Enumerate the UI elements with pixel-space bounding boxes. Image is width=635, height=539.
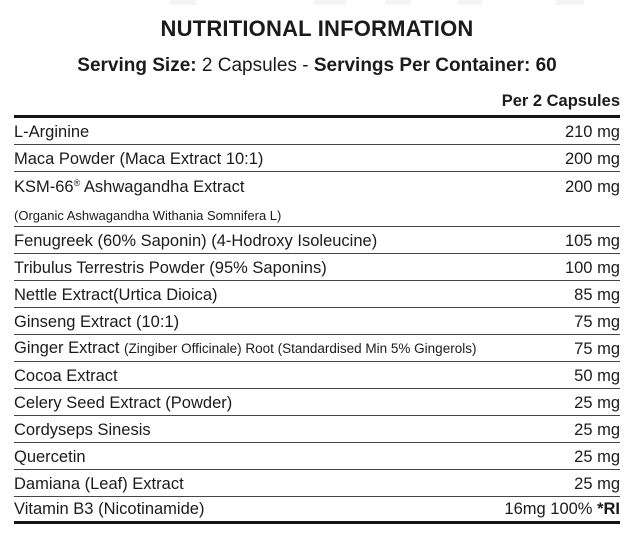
table-row: KSM-66® Ashwagandha Extract 200 mg — [14, 172, 620, 199]
table-row: Nettle Extract(Urtica Dioica) 85 mg — [14, 281, 620, 308]
table-subrow: (Organic Ashwagandha Withania Somnifera … — [14, 199, 620, 227]
ingredient-name: Tribulus Terrestris Powder (95% Saponins… — [14, 259, 327, 277]
table-row: Vitamin B3 (Nicotinamide) 16mg 100% *RI — [14, 497, 620, 524]
table-row: Ginseng Extract (10:1) 75 mg — [14, 308, 620, 335]
table-row: Fenugreek (60% Saponin) (4-Hodroxy Isole… — [14, 227, 620, 254]
ingredient-subtext: (Organic Ashwagandha Withania Somnifera … — [14, 208, 282, 223]
table-row: Damiana (Leaf) Extract 25 mg — [14, 470, 620, 497]
ingredient-name-detail: (Zingiber Officinale) Root (Standardised… — [124, 341, 477, 356]
serving-info: Serving Size: 2 Capsules - Servings Per … — [14, 54, 620, 78]
ingredient-amount: 25 mg — [574, 421, 620, 439]
table-row: Cordyseps Sinesis 25 mg — [14, 416, 620, 443]
ingredient-name: Celery Seed Extract (Powder) — [14, 394, 233, 412]
ingredient-name: Vitamin B3 (Nicotinamide) — [14, 500, 205, 518]
ingredient-name: Damiana (Leaf) Extract — [14, 475, 184, 493]
serving-size-value: 2 Capsules - — [196, 55, 314, 76]
ingredient-amount: 200 mg — [564, 178, 620, 196]
ingredient-amount: 75 mg — [574, 340, 620, 358]
ingredient-amount: 16mg 100% *RI — [504, 500, 620, 518]
top-edge-artifact — [385, 0, 411, 5]
ingredient-amount: 25 mg — [574, 394, 620, 412]
ri-marker: *RI — [597, 500, 620, 518]
ingredient-amount: 75 mg — [574, 313, 620, 331]
ingredient-amount: 50 mg — [574, 367, 620, 385]
ingredient-amount: 200 mg — [564, 150, 620, 168]
ingredient-name: KSM-66® Ashwagandha Extract — [14, 178, 245, 196]
top-edge-artifact — [458, 0, 482, 5]
ingredient-name: Ginger Extract (Zingiber Officinale) Roo… — [14, 339, 477, 357]
ingredient-name: Quercetin — [14, 448, 86, 466]
ingredient-name: Maca Powder (Maca Extract 10:1) — [14, 150, 264, 168]
table-row: Quercetin 25 mg — [14, 443, 620, 470]
top-edge-artifact — [556, 0, 584, 5]
ingredient-name: Cordyseps Sinesis — [14, 421, 151, 439]
ingredient-amount: 85 mg — [574, 286, 620, 304]
nutrition-table-rows: L-Arginine 210 mg Maca Powder (Maca Extrac… — [14, 118, 620, 524]
table-row: Tribulus Terrestris Powder (95% Saponins… — [14, 254, 620, 281]
ingredient-name: Ginseng Extract (10:1) — [14, 313, 180, 331]
servings-per-container: Servings Per Container: 60 — [313, 55, 557, 76]
ingredient-amount: 210 mg — [564, 123, 620, 141]
ingredient-amount: 100 mg — [564, 259, 620, 277]
ingredient-name: Cocoa Extract — [14, 367, 118, 385]
top-edge-artifact — [170, 0, 196, 5]
label-content: NUTRITIONAL INFORMATION Serving Size: 2 … — [14, 0, 620, 524]
ingredient-amount: 25 mg — [574, 448, 620, 466]
serving-size-label: Serving Size: — [77, 55, 197, 76]
table-row: L-Arginine 210 mg — [14, 118, 620, 145]
amount-column-header: Per 2 Capsules — [14, 92, 620, 118]
ingredient-amount: 25 mg — [574, 475, 620, 493]
top-edge-artifact — [314, 0, 346, 5]
ingredient-name: Fenugreek (60% Saponin) (4-Hodroxy Isole… — [14, 232, 378, 250]
table-row: Maca Powder (Maca Extract 10:1) 200 mg — [14, 145, 620, 172]
ingredient-name: Nettle Extract(Urtica Dioica) — [14, 286, 218, 304]
ingredient-amount: 105 mg — [564, 232, 620, 250]
label-title: NUTRITIONAL INFORMATION — [160, 16, 474, 41]
table-row: Celery Seed Extract (Powder) 25 mg — [14, 389, 620, 416]
table-row: Cocoa Extract 50 mg — [14, 362, 620, 389]
table-row: Ginger Extract (Zingiber Officinale) Roo… — [14, 335, 620, 362]
registered-trademark-mark: ® — [73, 178, 81, 188]
ingredient-name: L-Arginine — [14, 123, 90, 141]
